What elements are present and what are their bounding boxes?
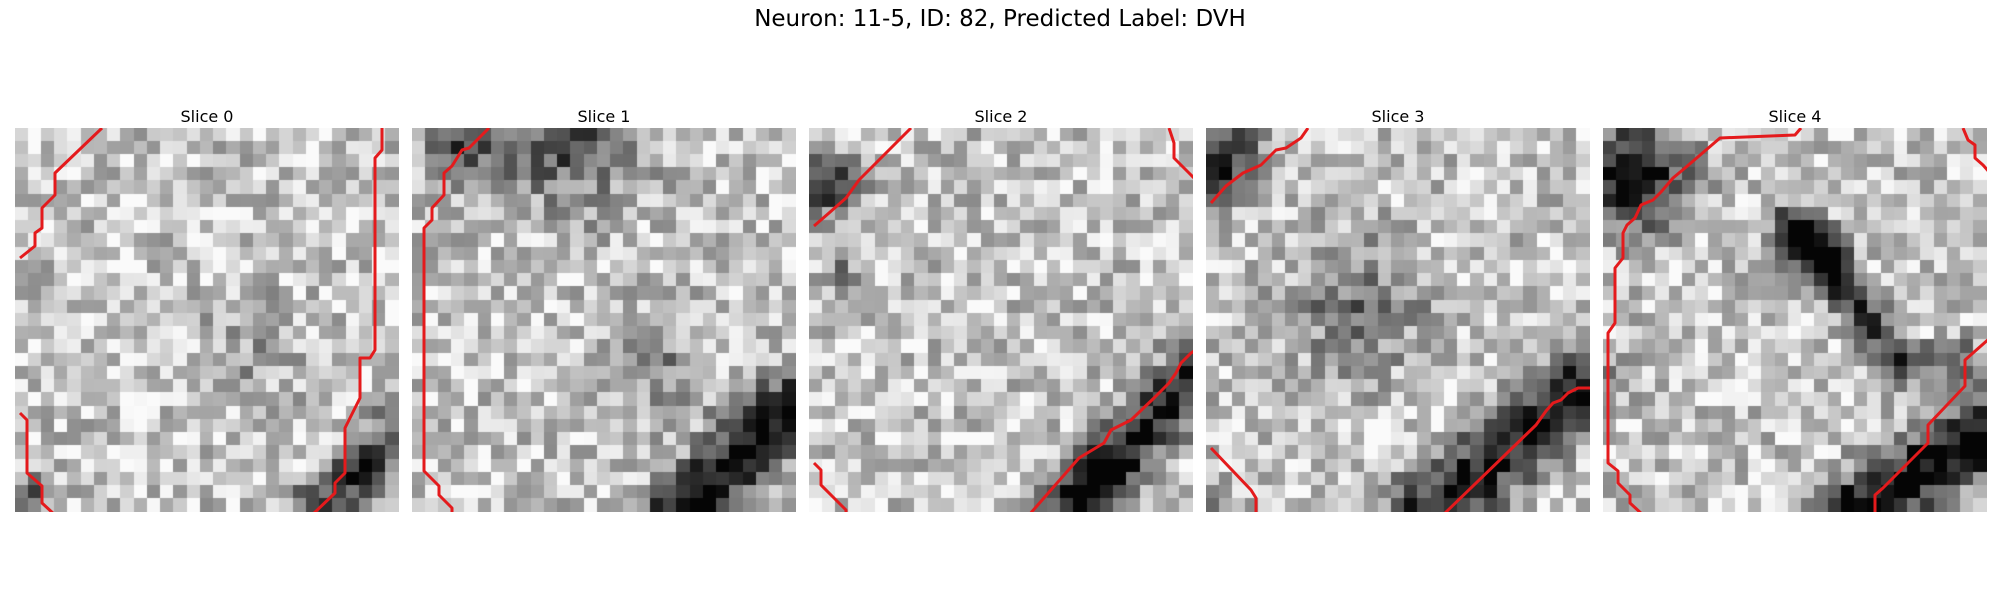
contour-line-3-1: [1209, 446, 1258, 512]
contour-line-1-0: [422, 128, 491, 512]
slice-panel-3: Slice 3: [1206, 106, 1590, 512]
slice-title-0: Slice 0: [180, 107, 234, 126]
contour-overlay-1: [422, 128, 491, 512]
slice-image-0: [15, 128, 399, 512]
slice-title-3: Slice 3: [1371, 107, 1425, 126]
contour-line-0-2: [312, 128, 384, 512]
grayscale-slice-2: [809, 128, 1193, 512]
contour-line-2-1: [1167, 128, 1193, 180]
contour-line-2-0: [813, 128, 913, 228]
grayscale-slice-3: [1206, 128, 1590, 512]
slice-panel-4: Slice 4: [1603, 106, 1987, 512]
slice-panel-1: Slice 1: [412, 106, 796, 512]
slice-image-4: [1603, 128, 1987, 512]
contour-line-2-2: [812, 461, 848, 512]
slice-image-1: [412, 128, 796, 512]
grayscale-slice-0: [15, 128, 399, 512]
grayscale-slice-1: [412, 128, 796, 512]
slice-title-2: Slice 2: [974, 107, 1028, 126]
slice-title-4: Slice 4: [1768, 107, 1822, 126]
contour-overlay-0: [18, 128, 384, 512]
contour-line-2-3: [1029, 350, 1193, 512]
contour-overlay-3: [1209, 128, 1590, 512]
contour-overlay-4: [1606, 128, 1987, 512]
contour-line-4-1: [1961, 128, 1987, 172]
contour-line-0-1: [18, 411, 54, 512]
slice-image-2: [809, 128, 1193, 512]
figure-title: Neuron: 11-5, ID: 82, Predicted Label: D…: [754, 6, 1246, 32]
contour-line-4-2: [1873, 338, 1987, 512]
contour-overlay-2: [812, 128, 1193, 512]
slice-panel-0: Slice 0: [15, 106, 399, 512]
contour-line-3-0: [1209, 128, 1310, 204]
contour-line-3-2: [1443, 386, 1590, 512]
slice-image-3: [1206, 128, 1590, 512]
contour-line-4-0: [1606, 128, 1803, 512]
slice-panel-2: Slice 2: [809, 106, 1193, 512]
contour-line-0-0: [19, 128, 104, 260]
slice-title-1: Slice 1: [577, 107, 631, 126]
